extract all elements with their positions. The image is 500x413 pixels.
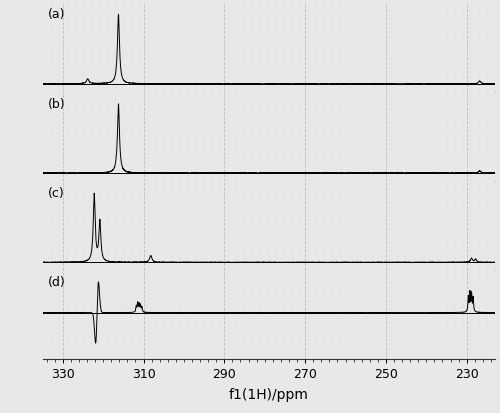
X-axis label: f1(1H)/ppm: f1(1H)/ppm <box>229 388 308 402</box>
Text: (b): (b) <box>48 97 66 111</box>
Text: (d): (d) <box>48 276 66 289</box>
Text: (c): (c) <box>48 187 64 200</box>
Text: (a): (a) <box>48 8 66 21</box>
